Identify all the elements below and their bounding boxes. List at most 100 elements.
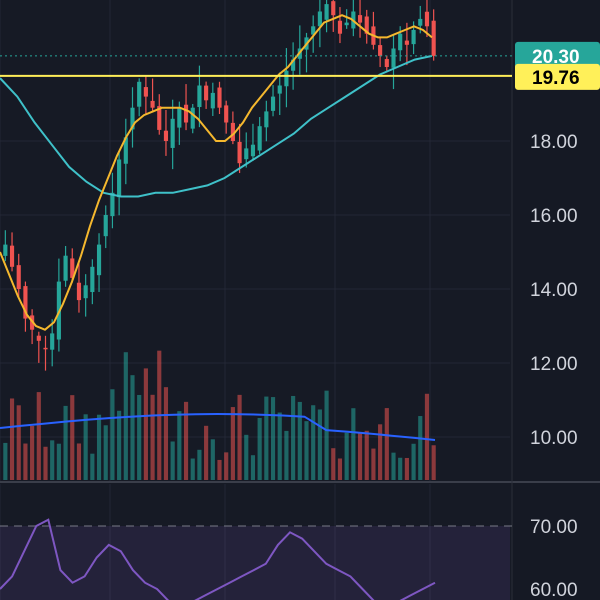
volume-bar: [36, 392, 41, 480]
volume-ma-line: [0, 412, 436, 441]
price-axis-background: [512, 0, 600, 600]
rsi-tick-label: 70.00: [530, 517, 578, 538]
volume-bar: [291, 395, 296, 480]
volume-bar: [3, 442, 8, 480]
volume-bars: [3, 350, 436, 480]
rsi-band-fill: [0, 526, 510, 600]
volume-bar: [63, 405, 68, 480]
volume-bar: [418, 416, 423, 480]
volume-bar: [264, 396, 269, 480]
candle-body: [16, 265, 21, 289]
candle-body: [163, 130, 169, 141]
volume-bar: [250, 455, 256, 480]
volume-bar: [431, 445, 436, 480]
last-price-tag-label: 20.30: [532, 47, 580, 68]
candle-body: [264, 111, 269, 128]
volume-bar: [96, 414, 102, 480]
volume-bar: [337, 458, 343, 480]
candle-body: [150, 100, 155, 108]
candle-body: [83, 285, 88, 299]
candle-body: [90, 266, 95, 293]
rsi-tick-label: 60.00: [530, 580, 578, 600]
candle-body: [63, 255, 68, 281]
rsi-line: [0, 518, 436, 600]
volume-bar: [217, 459, 222, 480]
volume-bar: [270, 397, 276, 480]
candle-body: [36, 335, 41, 341]
volume-bar: [351, 408, 356, 480]
candle-body: [384, 59, 389, 67]
price-tick-label: 10.00: [530, 428, 578, 449]
candle-body: [391, 48, 396, 68]
candle-body: [291, 59, 296, 71]
candle-body: [398, 33, 403, 51]
volume-bar: [143, 368, 148, 480]
volume-bar: [137, 394, 142, 480]
candle-body: [3, 244, 8, 256]
candle-body: [210, 92, 215, 109]
candle-body: [250, 144, 256, 157]
volume-bar: [277, 412, 282, 480]
volume-bar: [183, 401, 189, 480]
candle-body: [378, 45, 383, 56]
volume-bar: [391, 452, 396, 480]
volume-bar: [197, 449, 202, 480]
candle-body: [331, 1, 336, 16]
candle-body: [130, 107, 135, 130]
volume-bar: [357, 432, 363, 480]
volume-bar: [344, 432, 349, 480]
volume-bar: [304, 421, 309, 480]
candle-body: [157, 106, 162, 130]
candle-body: [357, 15, 363, 23]
candle-body: [418, 18, 423, 26]
candle-body: [43, 347, 48, 350]
candle-body: [244, 148, 249, 160]
price-tick-label: 18.00: [530, 132, 578, 153]
volume-bar: [324, 390, 329, 480]
volume-bar: [23, 443, 28, 480]
volume-bar: [257, 417, 262, 480]
candle-body: [103, 215, 108, 237]
volume-bar: [404, 457, 409, 480]
candle-body: [110, 192, 115, 217]
candle-body: [431, 20, 436, 56]
volume-bar: [224, 452, 229, 480]
candle-body: [404, 40, 409, 45]
slow-moving-average-line: [0, 54, 433, 198]
fast-moving-average-line: [0, 14, 433, 331]
volume-bar: [311, 405, 316, 480]
volume-bar: [237, 394, 242, 480]
candle-body: [143, 87, 148, 97]
volume-bar: [424, 393, 430, 480]
price-tick-label: 12.00: [530, 354, 578, 375]
candle-body: [70, 258, 75, 278]
candle-body: [224, 105, 229, 123]
volume-bar: [170, 441, 175, 480]
candle-body: [197, 85, 202, 108]
horizontal-level-tag: [515, 63, 600, 90]
volume-bar: [16, 405, 21, 480]
candle-body: [411, 30, 416, 45]
volume-bar: [331, 448, 336, 480]
volume-bar: [90, 453, 95, 480]
volume-bar: [56, 443, 61, 480]
candle-body: [204, 85, 209, 101]
volume-bar: [70, 395, 75, 480]
volume-bar: [117, 410, 122, 480]
volume-bar: [398, 457, 403, 480]
candle-body: [217, 87, 222, 108]
candle-body: [183, 104, 189, 123]
candle-body: [170, 118, 175, 148]
volume-bar: [9, 398, 15, 480]
volume-bar: [244, 434, 249, 480]
volume-bar: [204, 425, 209, 480]
volume-bar: [317, 409, 322, 480]
candle-body: [337, 20, 343, 34]
candle-body: [277, 85, 282, 94]
candle-body: [123, 137, 128, 164]
candle-body: [50, 333, 55, 350]
candle-body: [270, 96, 276, 111]
